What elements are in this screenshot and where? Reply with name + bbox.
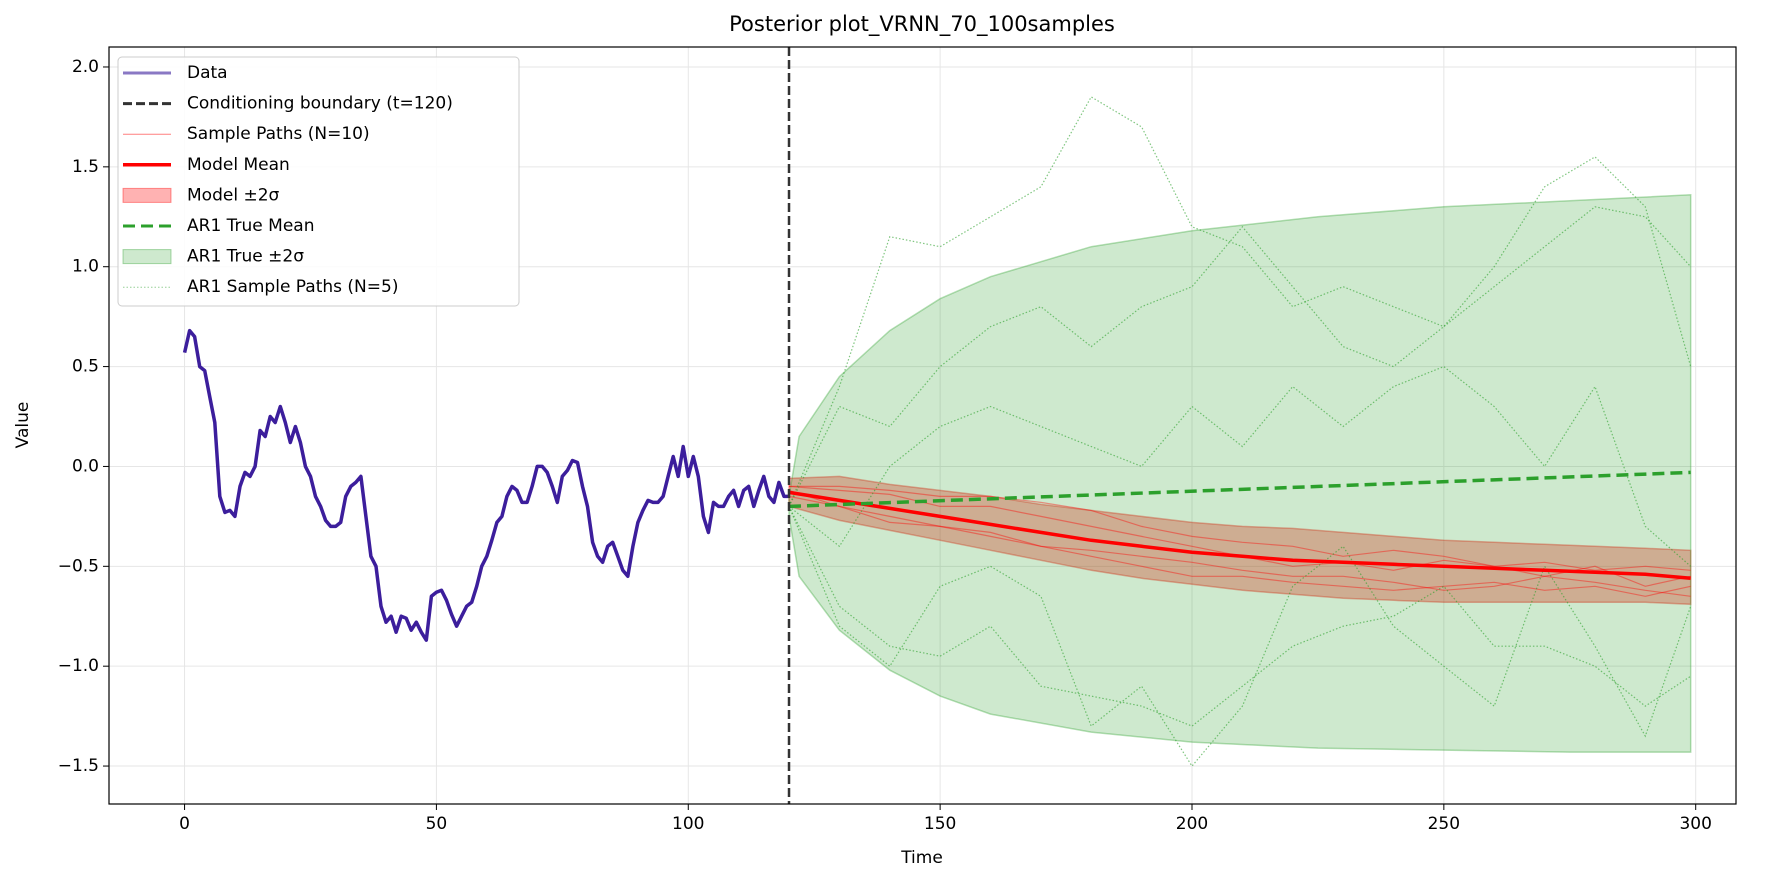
legend-label: Model Mean (187, 155, 290, 175)
legend-label: Model ±2σ (187, 185, 280, 205)
legend-box (117, 56, 520, 307)
sample-path (788, 156, 1692, 507)
y-tick-label: 1.0 (72, 257, 99, 277)
legend-swatch (122, 187, 172, 203)
line (788, 470, 1691, 509)
legend-label: Conditioning boundary (t=120) (187, 94, 453, 114)
y-tick-label: 0.0 (72, 456, 99, 476)
legend-label: AR1 True ±2σ (187, 247, 304, 267)
plot-frame (108, 46, 1737, 805)
y-tick-label: 1.5 (72, 157, 99, 177)
legend: Data Conditioning boundary (t=120) Sample … (117, 56, 520, 307)
x-axis-label: Time (900, 848, 943, 868)
x-tick-label: 150 (924, 814, 956, 834)
x-tick-label: 50 (426, 814, 448, 834)
y-tick-label: −1.5 (58, 756, 99, 776)
plot-area (182, 96, 1692, 768)
sample-path (788, 506, 1692, 727)
x-tick-label: 250 (1428, 814, 1460, 834)
line (182, 328, 789, 642)
legend-label: AR1 True Mean (187, 216, 315, 236)
line (788, 490, 1691, 581)
y-tick-label: 2.0 (72, 57, 99, 77)
x-tick-label: 300 (1679, 814, 1711, 834)
x-tick-label: 200 (1176, 814, 1208, 834)
band (788, 194, 1692, 753)
y-tick-label: 0.5 (72, 357, 99, 377)
sample-path (788, 96, 1692, 507)
legend-swatch (122, 249, 172, 265)
sample-path (788, 495, 1691, 597)
sample-path (788, 365, 1692, 567)
y-tick-label: −0.5 (58, 556, 99, 576)
x-tick-label: 100 (672, 814, 704, 834)
sample-path (788, 489, 1691, 597)
legend-label: AR1 Sample Paths (N=5) (187, 277, 398, 297)
legend-label: Data (187, 63, 228, 83)
x-tick-label: 0 (179, 814, 190, 834)
sample-path (788, 506, 1692, 768)
legend-label: Sample Paths (N=10) (187, 124, 370, 144)
band (788, 475, 1692, 606)
chart-title: Posterior plot_VRNN_70_100samples (729, 12, 1115, 37)
y-axis-label: Value (13, 402, 33, 449)
sample-path (789, 485, 1691, 571)
y-tick-label: −1.0 (58, 656, 99, 676)
